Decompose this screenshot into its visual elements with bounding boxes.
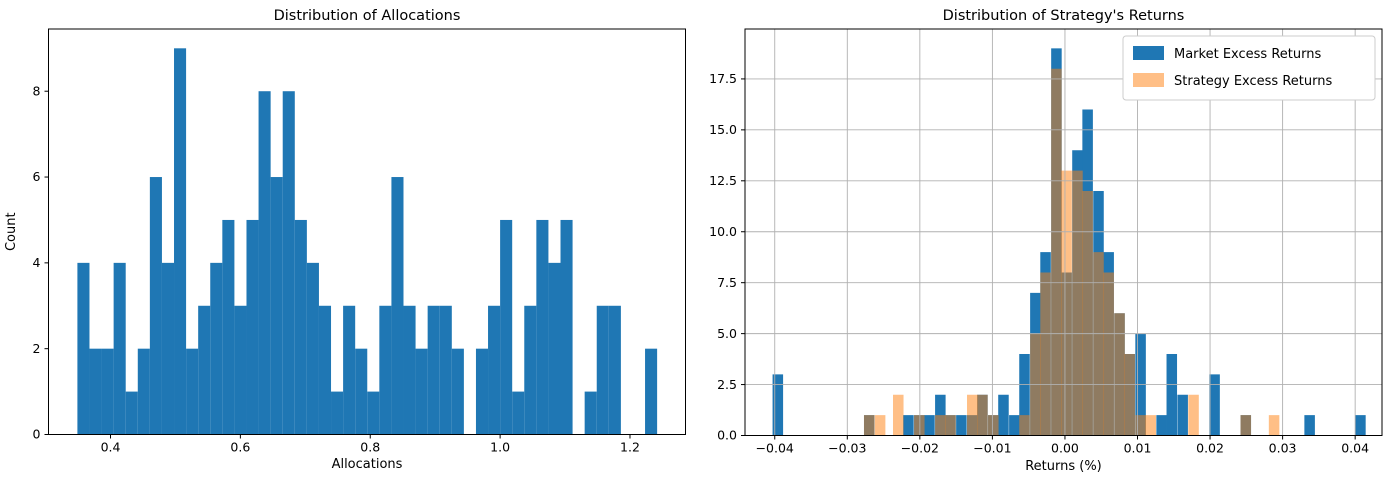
x-tick-label: 0.4 [101,440,121,455]
histogram-bar [234,305,247,435]
histogram-bar [306,262,319,435]
histogram-bar [427,305,440,435]
histogram-bar [222,219,235,435]
histogram-bar [608,305,621,435]
y-tick-label: 4 [33,255,41,270]
histogram-bar [343,305,356,435]
histogram-bar [548,262,561,435]
histogram-bar [294,219,307,435]
y-tick-label: 2 [33,341,41,356]
histogram-bar [125,391,138,435]
histogram-bar [584,391,597,435]
histogram-bar [318,305,332,435]
histogram-bar [524,305,537,435]
histogram-bar [137,348,150,435]
axes-spines [48,28,686,435]
histogram-bar [258,91,271,435]
histogram-bar [451,348,464,435]
histogram-bar [355,348,368,435]
histogram-bar [488,305,501,435]
x-axis-label: Allocations [332,457,403,472]
y-tick-label: 0 [33,427,41,442]
histogram-bar [198,305,211,435]
histogram-bar [174,48,187,435]
histogram-bar [536,219,549,435]
histogram-bar [89,348,102,435]
histogram-bar [270,177,283,435]
y-axis-label: Count [4,212,19,251]
histogram-bar [596,305,609,435]
histogram-bar [186,348,199,435]
histogram-bar [439,305,452,435]
histogram-bar [282,91,295,435]
histogram-bar [500,219,513,435]
histogram-bar [391,177,404,435]
histogram-bar [645,348,658,435]
histogram-bar [367,391,380,435]
histogram-bar [512,391,525,435]
histogram-bar [475,348,489,435]
chart-title: Distribution of Allocations [274,8,461,24]
histogram-bar [210,262,223,435]
y-tick-label: 8 [33,83,41,98]
x-tick-label: 1.2 [620,440,640,455]
histogram-bar [77,262,90,435]
histogram-bar [379,305,392,435]
histogram-bar [403,305,416,435]
histogram-bar [101,348,114,435]
x-tick-label: 0.6 [230,440,250,455]
histogram-bar [560,219,573,435]
x-tick-label: 0.8 [360,440,380,455]
histogram-bar [113,262,126,435]
y-tick-label: 6 [33,169,41,184]
histogram-bar [331,391,344,435]
x-tick-label: 1.0 [490,440,510,455]
histogram-bar [161,262,175,435]
histogram-bar [149,177,162,435]
histogram-bar [415,348,428,435]
histogram-bar [246,219,259,435]
